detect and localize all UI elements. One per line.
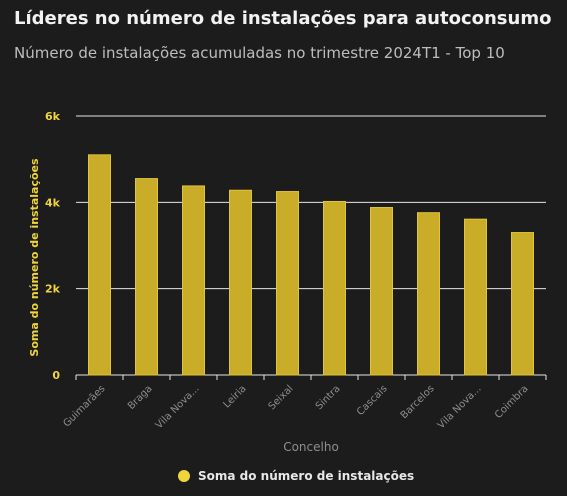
x-tick-label: Barcelos [399,383,437,421]
y-tick-label: 6k [45,110,61,123]
x-axis-title: Concelho [283,440,339,454]
bar[interactable] [135,178,158,376]
chart-subtitle: Número de instalações acumuladas no trim… [14,44,505,62]
x-tick-label: Seixal [267,383,296,412]
y-tick-label: 4k [45,196,61,209]
legend-label: Soma do número de instalações [198,469,415,483]
y-tick-label: 0 [52,369,60,382]
bar[interactable] [276,191,299,376]
bar[interactable] [370,207,393,376]
bar[interactable] [229,189,252,376]
bar[interactable] [417,212,440,376]
bar[interactable] [323,200,346,376]
legend[interactable]: Soma do número de instalações [178,469,414,483]
x-tick-label: Coimbra [493,383,531,421]
bar[interactable] [88,154,111,376]
bar[interactable] [464,218,487,376]
x-tick-label: Guimarães [61,383,107,429]
x-tick-label: Cascais [355,383,390,418]
x-tick-label: Braga [126,383,155,412]
x-tick-label: Leiria [222,383,249,410]
x-tick-label: Sintra [314,383,343,412]
y-tick-label: 2k [45,283,61,296]
chart-title: Líderes no número de instalações para au… [14,8,552,29]
bar[interactable] [511,232,534,376]
x-tick-label: Vila Nova... [154,383,202,431]
legend-marker-icon [178,470,190,482]
y-axis-title: Soma do número de instalações [28,158,41,357]
x-tick-label: Vila Nova... [436,383,484,431]
bar[interactable] [182,185,205,376]
